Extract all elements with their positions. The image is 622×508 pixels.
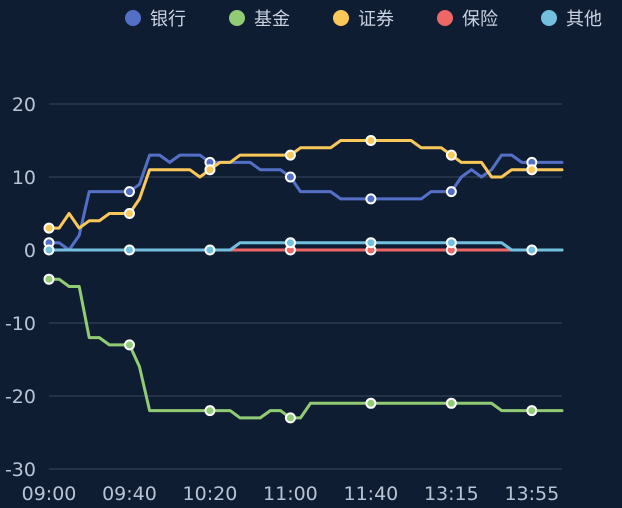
data-point	[445, 186, 457, 198]
data-point	[526, 244, 538, 256]
data-point	[204, 164, 216, 176]
legend-label: 保险	[462, 9, 498, 30]
series-5	[43, 237, 564, 256]
y-tick-label: -30	[5, 459, 36, 481]
series-3	[43, 135, 564, 234]
data-point	[43, 222, 55, 234]
data-point	[284, 412, 296, 424]
legend-marker	[541, 10, 557, 26]
legend-item: 其他	[541, 9, 602, 30]
series-1	[43, 153, 564, 252]
data-point	[43, 244, 55, 256]
chart-legend: 银行 基金 证券 保险 其他	[125, 9, 602, 30]
legend-label: 证券	[358, 9, 394, 30]
y-tick-label: -20	[5, 386, 36, 408]
series-line	[47, 277, 564, 420]
x-tick-label: 10:20	[183, 483, 238, 505]
legend-label: 基金	[254, 9, 290, 30]
data-point	[123, 244, 135, 256]
data-point	[526, 164, 538, 176]
legend-marker	[125, 10, 141, 26]
data-point	[123, 186, 135, 198]
legend-item: 保险	[437, 9, 498, 30]
data-point	[123, 208, 135, 219]
data-point	[123, 339, 135, 351]
x-tick-label: 09:00	[22, 483, 77, 505]
legend-item: 银行	[125, 9, 186, 30]
y-tick-label: 20	[12, 94, 36, 116]
legend-marker	[229, 10, 245, 26]
data-point	[526, 405, 538, 417]
series-layer	[43, 135, 564, 424]
data-point	[445, 237, 457, 249]
y-tick-label: -10	[5, 313, 36, 335]
legend-marker	[437, 10, 453, 26]
x-tick-label: 11:00	[263, 483, 318, 505]
y-tick-label: 10	[12, 167, 36, 189]
data-point	[204, 405, 216, 417]
data-point	[204, 244, 216, 256]
data-point	[284, 149, 296, 161]
data-point	[284, 171, 296, 183]
data-point	[365, 237, 377, 249]
y-axis: 20 10 0 -10 -20 -30	[5, 94, 36, 481]
x-axis: 09:00 09:40 10:20 11:00 11:40 13:15 13:55	[22, 483, 560, 505]
data-point	[445, 397, 457, 409]
x-tick-label: 13:15	[424, 483, 479, 505]
data-point	[284, 237, 296, 249]
legend-marker	[333, 10, 349, 26]
legend-label: 银行	[150, 9, 186, 30]
x-tick-label: 09:40	[102, 483, 157, 505]
legend-label: 其他	[566, 9, 602, 30]
grid-lines	[49, 103, 562, 470]
data-point	[445, 149, 457, 161]
data-point	[365, 193, 377, 205]
data-point	[43, 273, 55, 285]
legend-item: 基金	[229, 9, 290, 30]
x-tick-label: 11:40	[343, 483, 398, 505]
series-line	[47, 139, 564, 230]
series-2	[43, 273, 564, 424]
y-tick-label: 0	[24, 240, 36, 262]
legend-item: 证券	[333, 9, 394, 30]
data-point	[365, 397, 377, 409]
x-tick-label: 13:55	[504, 483, 559, 505]
series-line	[47, 153, 564, 252]
data-point	[365, 135, 377, 146]
